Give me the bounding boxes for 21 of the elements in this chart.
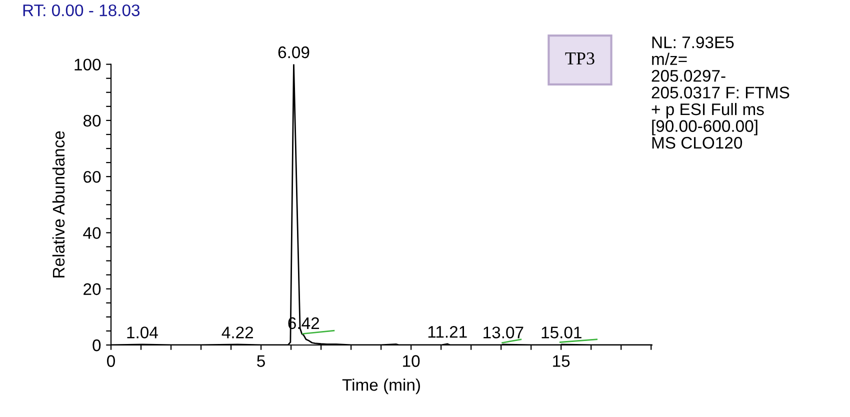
annotation: 6.09 <box>278 46 310 58</box>
annotation: TP3 <box>565 52 594 65</box>
annotation: 4.22 <box>222 326 254 338</box>
y-tick-label: 100 <box>74 58 101 71</box>
x-tick-label: 10 <box>403 355 420 367</box>
y-tick-label: 20 <box>84 283 101 296</box>
x-tick-label: 15 <box>553 355 570 367</box>
chart-title: RT: 0.00 - 18.03 <box>23 4 140 16</box>
x-axis-title: Time (min) <box>342 378 420 394</box>
y-axis-title: Relative Abundance <box>52 131 65 278</box>
annotation: 1.04 <box>127 326 158 338</box>
annotation: 11.21 <box>428 326 467 338</box>
annotation: NL: 7.93E5 m/z= 205.0297- 205.0317 F: FTMS + p ESI Full ms [90.00-600.00] MS CLO120 <box>652 36 790 149</box>
y-tick-label: 0 <box>92 339 101 352</box>
x-tick-label: 5 <box>257 355 265 367</box>
y-tick-label: 80 <box>83 114 101 127</box>
annotation: 13.07 <box>484 326 524 338</box>
x-tick-label: 0 <box>107 355 115 367</box>
y-tick-label: 60 <box>84 170 101 183</box>
annotation: 15.01 <box>542 326 582 338</box>
y-tick-label: 40 <box>83 227 101 239</box>
